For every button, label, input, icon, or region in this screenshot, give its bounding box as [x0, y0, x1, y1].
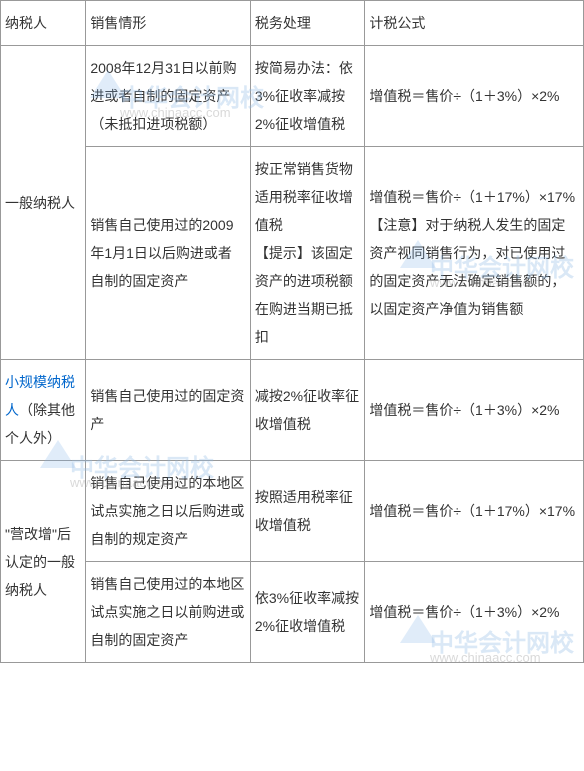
cell-situation: 销售自己使用过的固定资产	[86, 360, 250, 461]
header-taxpayer: 纳税人	[1, 1, 86, 46]
cell-treatment: 按正常销售货物适用税率征收增值税 【提示】该固定资产的进项税额在购进当期已抵扣	[250, 147, 365, 360]
cell-formula: 增值税＝售价÷（1＋3%）×2%	[365, 46, 584, 147]
cell-treatment: 减按2%征收率征收增值税	[250, 360, 365, 461]
table-row: 小规模纳税人（除其他个人外） 销售自己使用过的固定资产 减按2%征收率征收增值税…	[1, 360, 584, 461]
cell-treatment: 按照适用税率征收增值税	[250, 461, 365, 562]
tax-table: 纳税人 销售情形 税务处理 计税公式 一般纳税人 2008年12月31日以前购进…	[0, 0, 584, 663]
cell-situation: 销售自己使用过的2009年1月1日以后购进或者自制的固定资产	[86, 147, 250, 360]
cell-taxpayer-yinggaizeng: "营改增"后认定的一般纳税人	[1, 461, 86, 663]
table-row: "营改增"后认定的一般纳税人 销售自己使用过的本地区试点实施之日以后购进或自制的…	[1, 461, 584, 562]
cell-treatment: 依3%征收率减按2%征收增值税	[250, 562, 365, 663]
cell-formula: 增值税＝售价÷（1＋17%）×17%	[365, 461, 584, 562]
table-row: 一般纳税人 2008年12月31日以前购进或者自制的固定资产（未抵扣进项税额） …	[1, 46, 584, 147]
header-situation: 销售情形	[86, 1, 250, 46]
header-formula: 计税公式	[365, 1, 584, 46]
cell-formula: 增值税＝售价÷（1＋3%）×2%	[365, 360, 584, 461]
table-header-row: 纳税人 销售情形 税务处理 计税公式	[1, 1, 584, 46]
cell-treatment: 按简易办法：依3%征收率减按2%征收增值税	[250, 46, 365, 147]
table-row: 销售自己使用过的2009年1月1日以后购进或者自制的固定资产 按正常销售货物适用…	[1, 147, 584, 360]
header-treatment: 税务处理	[250, 1, 365, 46]
cell-situation: 2008年12月31日以前购进或者自制的固定资产（未抵扣进项税额）	[86, 46, 250, 147]
cell-taxpayer-small: 小规模纳税人（除其他个人外）	[1, 360, 86, 461]
table-row: 销售自己使用过的本地区试点实施之日以前购进或自制的固定资产 依3%征收率减按2%…	[1, 562, 584, 663]
cell-taxpayer-general: 一般纳税人	[1, 46, 86, 360]
cell-formula: 增值税＝售价÷（1＋17%）×17% 【注意】对于纳税人发生的固定资产视同销售行…	[365, 147, 584, 360]
cell-situation: 销售自己使用过的本地区试点实施之日以前购进或自制的固定资产	[86, 562, 250, 663]
cell-situation: 销售自己使用过的本地区试点实施之日以后购进或自制的规定资产	[86, 461, 250, 562]
cell-formula: 增值税＝售价÷（1＋3%）×2%	[365, 562, 584, 663]
